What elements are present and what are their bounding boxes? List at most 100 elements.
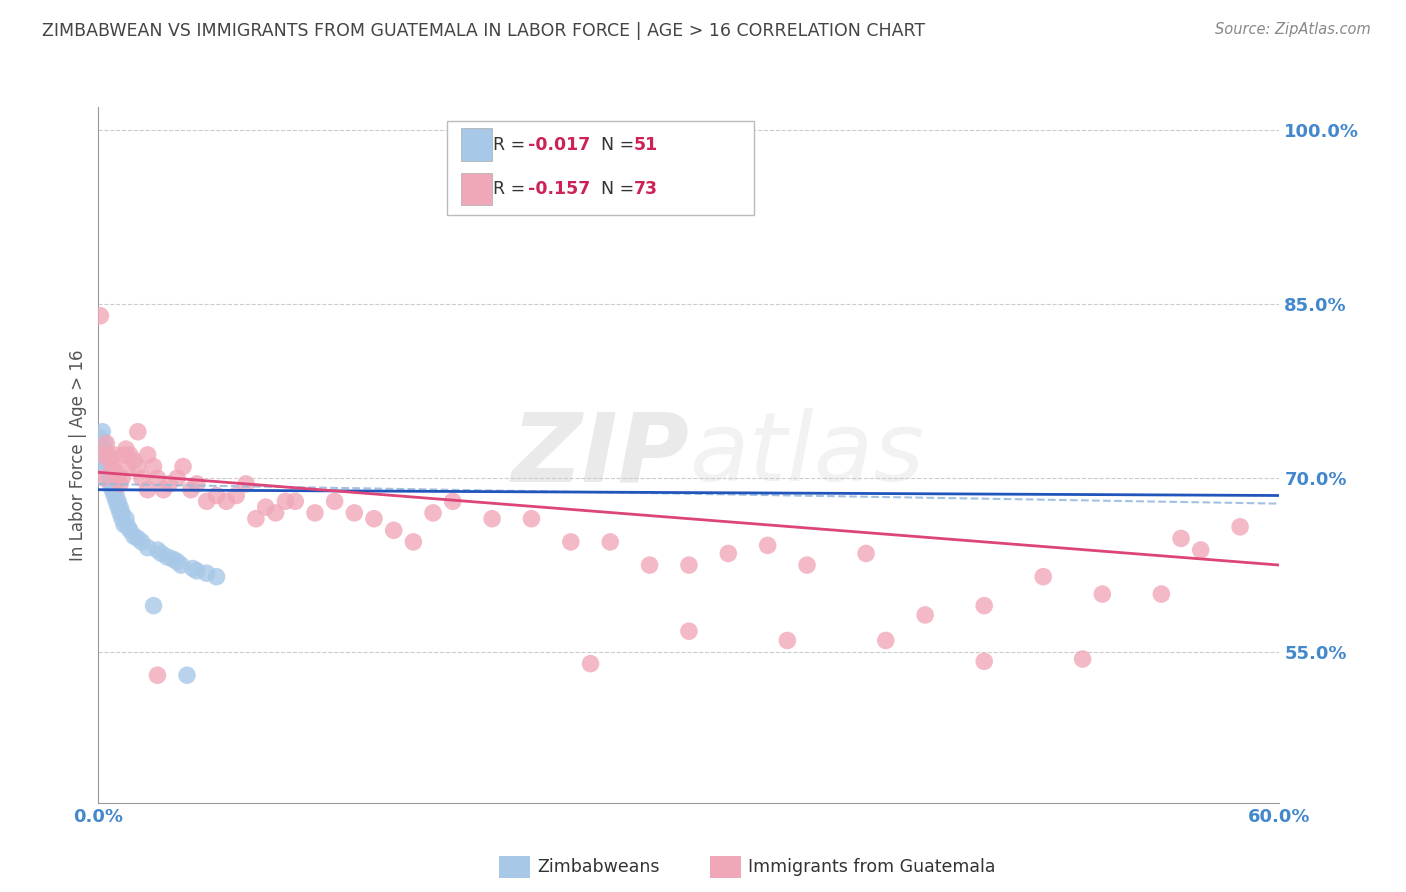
Point [1229, 520, 1251, 534]
Point [181, 561, 204, 575]
Point [136, 483, 159, 497]
Point [97, 466, 120, 480]
Point [156, 549, 179, 564]
Point [118, 448, 141, 462]
Point [136, 448, 159, 462]
Point [146, 471, 169, 485]
Point [875, 633, 897, 648]
Point [122, 454, 145, 468]
Point [142, 599, 165, 613]
Point [441, 494, 464, 508]
Point [170, 558, 193, 573]
Point [215, 494, 238, 508]
Point [422, 506, 444, 520]
Point [122, 529, 145, 543]
Point [678, 624, 700, 639]
Point [914, 607, 936, 622]
Point [717, 546, 740, 561]
Point [1150, 587, 1173, 601]
Point [112, 517, 135, 532]
Point [382, 523, 405, 537]
Point [97, 448, 120, 462]
Text: 73: 73 [634, 179, 658, 198]
Point [115, 511, 138, 525]
Point [756, 538, 779, 552]
Point [118, 523, 141, 537]
Point [152, 483, 174, 497]
Point [162, 552, 184, 566]
Text: N =: N = [602, 136, 640, 154]
Point [973, 599, 995, 613]
Text: atlas: atlas [689, 409, 924, 501]
Point [96, 436, 118, 450]
Point [101, 459, 124, 474]
Text: R =: R = [494, 179, 531, 198]
Point [343, 506, 366, 520]
Point [136, 541, 159, 555]
Text: 51: 51 [634, 136, 658, 154]
Point [186, 564, 208, 578]
Point [1091, 587, 1114, 601]
Point [91, 448, 114, 462]
Point [855, 546, 877, 561]
Point [599, 534, 621, 549]
Point [96, 454, 118, 468]
Point [117, 459, 139, 474]
Point [97, 471, 120, 485]
Point [91, 442, 114, 457]
Point [105, 466, 128, 480]
Point [195, 566, 218, 581]
Point [131, 534, 153, 549]
Point [93, 448, 115, 462]
Point [105, 494, 128, 508]
Point [146, 543, 169, 558]
Point [111, 471, 134, 485]
Point [176, 668, 198, 682]
Point [1071, 652, 1094, 666]
Point [107, 500, 129, 514]
Point [402, 534, 425, 549]
Point [103, 483, 125, 497]
Point [1032, 570, 1054, 584]
Point [101, 483, 124, 497]
Point [89, 431, 111, 445]
Text: ZIP: ZIP [510, 409, 689, 501]
Point [108, 477, 131, 491]
Point [127, 425, 149, 439]
Text: -0.157: -0.157 [529, 179, 591, 198]
Point [107, 494, 129, 508]
Point [166, 471, 188, 485]
Point [142, 459, 165, 474]
Point [274, 494, 297, 508]
Text: Immigrants from Guatemala: Immigrants from Guatemala [748, 858, 995, 876]
Point [91, 448, 114, 462]
Point [89, 436, 111, 450]
Point [205, 570, 228, 584]
Text: Zimbabweans: Zimbabweans [537, 858, 659, 876]
Point [796, 558, 818, 573]
Point [323, 494, 346, 508]
Point [172, 459, 194, 474]
Point [127, 532, 149, 546]
Point [101, 471, 124, 485]
Y-axis label: In Labor Force | Age > 16: In Labor Force | Age > 16 [69, 349, 87, 561]
Point [127, 459, 149, 474]
Point [112, 448, 135, 462]
Point [150, 546, 173, 561]
Point [264, 506, 287, 520]
Point [98, 454, 121, 468]
Point [973, 654, 995, 668]
Text: -0.017: -0.017 [529, 136, 591, 154]
Point [235, 477, 257, 491]
Point [166, 555, 188, 569]
Point [195, 494, 218, 508]
Point [146, 668, 169, 682]
Text: R =: R = [494, 136, 531, 154]
Point [91, 425, 114, 439]
Point [105, 489, 128, 503]
Point [180, 483, 202, 497]
Point [96, 459, 118, 474]
Point [363, 511, 385, 525]
Point [103, 448, 125, 462]
Point [776, 633, 799, 648]
